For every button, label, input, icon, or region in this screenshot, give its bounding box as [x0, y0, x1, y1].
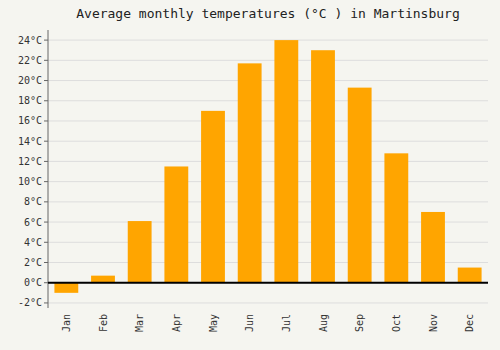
bar: [348, 88, 372, 283]
y-tick: [44, 222, 48, 223]
bar: [128, 221, 152, 283]
y-tick: [44, 161, 48, 162]
x-tick-label: Mar: [134, 314, 145, 332]
chart-svg: Average monthly temperatures (°C ) in Ma…: [0, 0, 500, 350]
bar: [164, 166, 188, 282]
bar: [91, 276, 115, 283]
x-tick-label: May: [208, 314, 219, 332]
y-tick: [44, 120, 48, 121]
y-tick: [44, 80, 48, 81]
grid-line: [48, 80, 488, 81]
y-tick-label: 14°C: [18, 136, 42, 147]
bar: [274, 40, 298, 283]
y-tick: [44, 100, 48, 101]
y-tick: [44, 262, 48, 263]
grid-line: [48, 60, 488, 61]
y-axis: -2°C 0°C 2°C 4°C 6°C 8°C 10°C 12°C 14°C 16°C 18°C 2…: [18, 35, 48, 309]
x-tick-label: Sep: [354, 314, 365, 332]
y-tick-label: 18°C: [18, 95, 42, 106]
y-tick: [44, 181, 48, 182]
grid-line: [48, 201, 488, 202]
y-tick-label: 4°C: [24, 237, 42, 248]
zero-line: [48, 282, 488, 284]
grid-line: [48, 120, 488, 121]
x-tick-label: Nov: [428, 314, 439, 332]
x-tick-label: Feb: [98, 314, 109, 332]
y-tick: [44, 242, 48, 243]
x-axis: Jan Feb Mar Apr May Jun Jul Aug Sep Oct Nov Dec: [61, 314, 475, 332]
title: Average monthly temperatures (°C ) in Ma…: [76, 6, 460, 21]
y-tick: [44, 282, 48, 283]
grid-line: [48, 100, 488, 101]
bar: [384, 153, 408, 282]
grid-line: [48, 141, 488, 142]
x-tick-label: Apr: [171, 314, 182, 332]
y-tick-label: 20°C: [18, 75, 42, 86]
y-tick-label: 6°C: [24, 217, 42, 228]
y-tick-label: 22°C: [18, 55, 42, 66]
grid-line: [48, 161, 488, 162]
x-tick-label: Oct: [391, 314, 402, 332]
y-axis-line: [48, 30, 49, 308]
y-tick: [44, 60, 48, 61]
bar: [311, 50, 335, 283]
background: [0, 0, 500, 350]
grid-line: [48, 181, 488, 182]
bar: [54, 283, 78, 293]
bar: [201, 111, 225, 283]
grid-line: [48, 302, 488, 303]
y-tick: [44, 201, 48, 202]
x-tick-label: Jun: [244, 314, 255, 332]
chart-container: Average monthly temperatures (°C ) in Ma…: [0, 0, 500, 350]
y-tick: [44, 302, 48, 303]
bar: [458, 268, 482, 283]
y-tick-label: 16°C: [18, 115, 42, 126]
y-tick-label: 2°C: [24, 257, 42, 268]
x-tick-label: Aug: [318, 314, 329, 332]
y-tick-label: 0°C: [24, 277, 42, 288]
grid-line: [48, 282, 488, 283]
y-tick-label: 24°C: [18, 35, 42, 46]
bar: [238, 63, 262, 282]
x-tick-label: Jan: [61, 314, 72, 332]
y-tick-label: -2°C: [18, 297, 42, 308]
x-tick-label: Jul: [281, 314, 292, 332]
y-tick-label: 8°C: [24, 196, 42, 207]
bar: [421, 212, 445, 283]
grid-line: [48, 40, 488, 41]
y-tick: [44, 40, 48, 41]
bars: [54, 40, 481, 293]
y-tick: [44, 141, 48, 142]
x-tick-label: Dec: [464, 314, 475, 332]
y-tick-label: 12°C: [18, 156, 42, 167]
grid: [48, 40, 488, 303]
y-tick-label: 10°C: [18, 176, 42, 187]
